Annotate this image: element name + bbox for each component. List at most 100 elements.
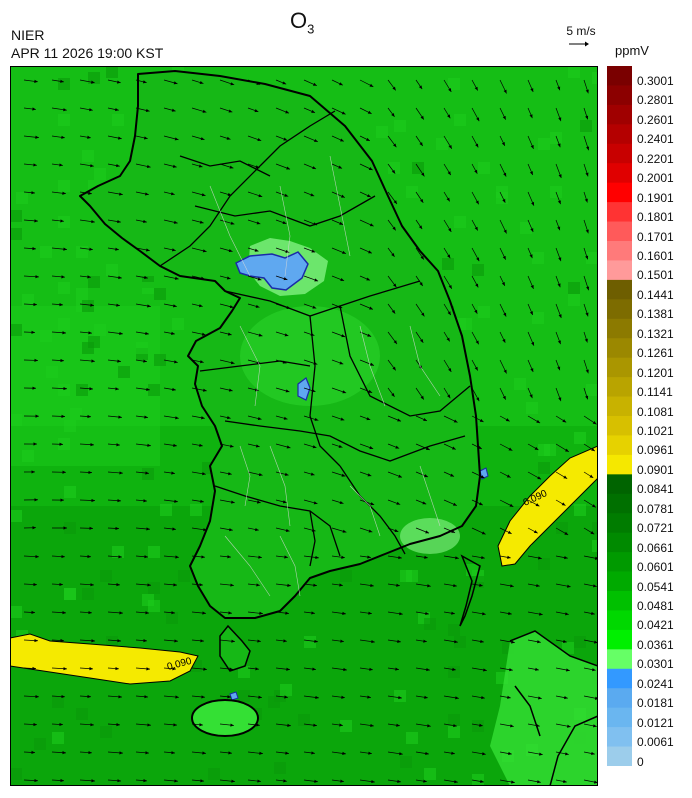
wind-vector-head (88, 470, 92, 475)
wind-vector-head (585, 255, 589, 260)
wind-vector-head (342, 250, 346, 254)
field-cell (112, 546, 124, 558)
wind-vector-head (285, 110, 290, 114)
wind-vector-head (34, 79, 38, 83)
wind-vector-head (502, 255, 506, 260)
wind-vector-head (285, 389, 290, 393)
colorbar-tick-label: 0.2601 (637, 112, 674, 127)
province-border (339, 465, 406, 555)
wind-vector-head (283, 416, 288, 420)
wind-vector-head (31, 191, 35, 195)
colorbar-tick-label: 0.1901 (637, 190, 674, 205)
wind-vector-head (227, 555, 231, 559)
wind-vector-head (564, 448, 569, 452)
field-cell (154, 354, 166, 366)
field-cell (88, 276, 100, 288)
wind-vector-head (116, 583, 120, 587)
wind-vector-head (533, 530, 538, 534)
wind-vector-head (314, 779, 318, 783)
wind-vector-head (119, 192, 123, 196)
wind-vector-head (447, 394, 451, 399)
colorbar-swatch (607, 124, 632, 145)
wind-vector-head (474, 169, 478, 174)
wind-vector-head (392, 143, 397, 148)
wind-vector-head (452, 502, 457, 506)
wind-vector-head (254, 248, 259, 252)
wind-vector-head (557, 226, 561, 231)
datetime-label: APR 11 2026 19:00 KST (11, 45, 164, 61)
colorbar-tick-label: 0.1321 (637, 326, 674, 341)
wind-vector-head (453, 583, 457, 588)
field-cell (58, 282, 70, 294)
wind-vector-head (506, 474, 511, 478)
colorbar-swatch (607, 454, 632, 475)
wind-vector-head (340, 417, 345, 421)
wind-vector-head (285, 528, 290, 532)
wind-vector-head (421, 172, 425, 177)
field-cell (532, 252, 544, 264)
wind-vector-head (117, 359, 121, 363)
wind-vector-head (391, 253, 395, 257)
wind-vector-head (259, 751, 263, 755)
wind-vector-head (451, 611, 455, 615)
wind-vector-head (368, 529, 373, 533)
wind-vector-head (511, 640, 515, 644)
field-cell (514, 378, 526, 390)
wind-vector-head (172, 527, 176, 531)
wind-vector-head (563, 779, 567, 783)
wind-vector-head (453, 419, 458, 423)
wind-vector-head (338, 444, 343, 448)
wind-vector-head (339, 361, 344, 365)
wind-vector-head (143, 639, 147, 643)
wind-vector-head (173, 723, 177, 727)
wind-vector-head (591, 751, 595, 756)
wind-vector-head (558, 397, 562, 402)
wind-vector-head (62, 470, 66, 474)
wind-vector-head (88, 331, 92, 335)
wind-vector-head (367, 555, 371, 559)
field-cell (10, 210, 22, 222)
district-border (239, 325, 261, 407)
field-cell (472, 720, 484, 732)
colorbar-tick-label: 0.0061 (637, 735, 674, 750)
wind-vector-head (230, 361, 235, 365)
wind-vector-head (143, 779, 147, 783)
field-cell (238, 690, 250, 702)
wind-vector-head (446, 337, 450, 342)
wind-vector-head (35, 275, 39, 279)
wind-vector-head (201, 193, 206, 197)
wind-vector-head (173, 81, 178, 85)
province-borders (79, 70, 598, 786)
wind-vector-head (447, 171, 451, 176)
field-cell (592, 72, 598, 84)
wind-vector-head (33, 302, 37, 307)
field-cell (16, 192, 28, 204)
field-cell (76, 288, 88, 300)
wind-vector-head (286, 445, 291, 449)
field-cell (400, 756, 412, 768)
province-border (159, 165, 261, 267)
wind-vector-head (480, 639, 484, 643)
wind-vector-head (530, 285, 534, 289)
wind-vector-head (60, 638, 64, 643)
wind-vector-head (60, 219, 64, 223)
wind-vector-head (199, 723, 203, 727)
wind-vector-head (32, 107, 36, 111)
wind-vector-head (201, 555, 205, 559)
wind-vector-head (584, 338, 588, 343)
wind-vector-head (230, 221, 235, 225)
wind-vector-head (396, 501, 401, 505)
colorbar-swatch (607, 727, 632, 747)
wind-vector-head (201, 416, 205, 420)
wind-vector-head (476, 257, 480, 262)
wind-vector-head (418, 225, 423, 230)
wind-vector-head (339, 221, 344, 225)
wind-vector-head (259, 611, 263, 615)
field-cell (424, 618, 436, 630)
wind-vector-head (287, 583, 291, 587)
field-cell (64, 420, 76, 432)
colorbar-tick-label: 0.0181 (637, 696, 674, 711)
wind-vector-head (585, 395, 589, 400)
wind-vector-head (144, 275, 148, 280)
field-cell (238, 666, 250, 678)
